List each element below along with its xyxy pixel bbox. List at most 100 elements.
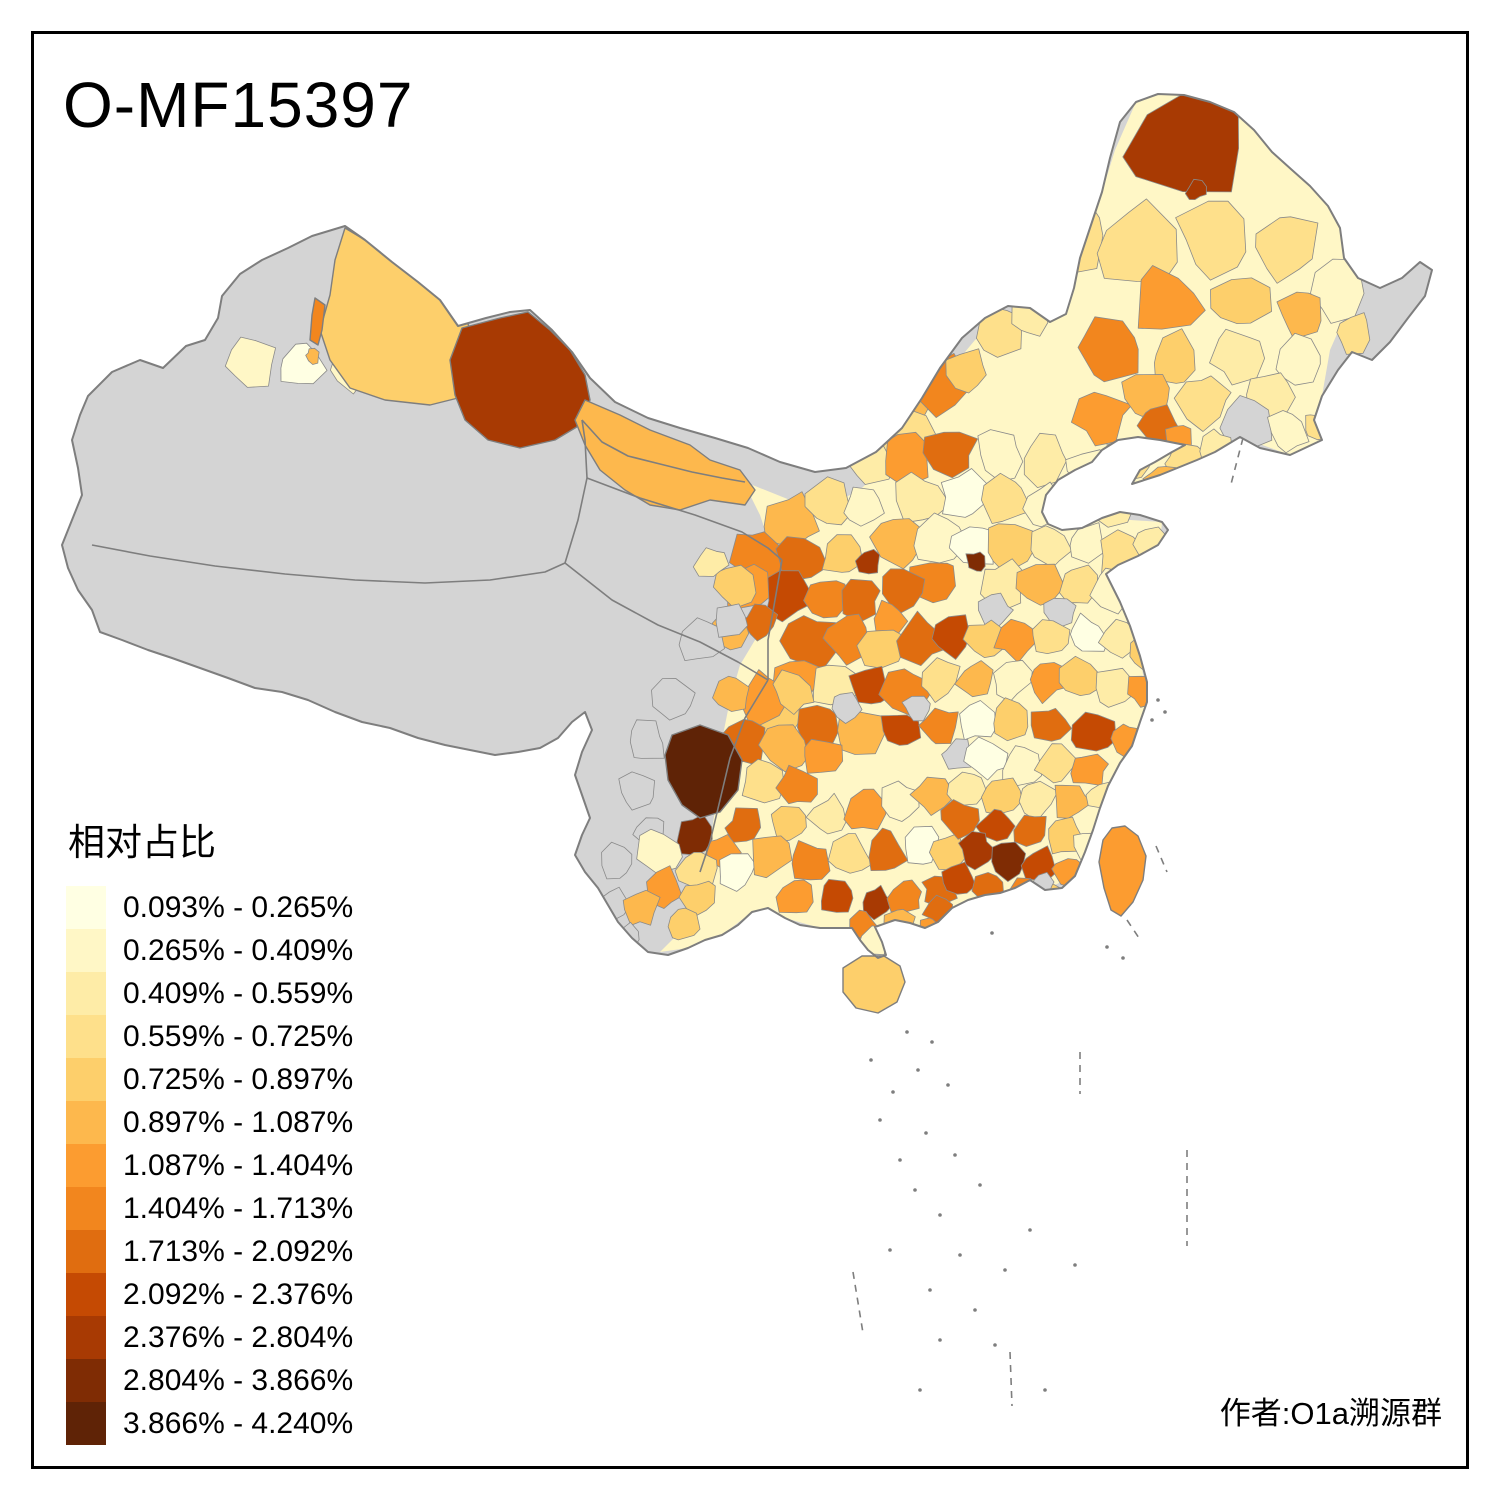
legend-item: 1.404% - 1.713% [66, 1187, 353, 1230]
legend-range-label: 0.897% - 1.087% [123, 1105, 354, 1139]
legend-swatch [66, 1015, 106, 1058]
sea-islet-dot [1163, 710, 1167, 714]
prefecture-region [909, 776, 954, 816]
legend-range-label: 2.376% - 2.804% [123, 1320, 354, 1354]
legend-range-label: 2.092% - 2.376% [123, 1277, 354, 1311]
prefecture-region [803, 580, 848, 619]
prefecture-region [692, 547, 730, 577]
prefecture-region [805, 792, 847, 835]
province-border [699, 679, 769, 873]
prefecture-region [963, 736, 1009, 781]
sea-dash-line [1126, 919, 1142, 942]
prefecture-region [959, 700, 996, 741]
prefecture-region [772, 669, 815, 715]
prefecture-region [1122, 588, 1165, 625]
prefecture-region [822, 613, 870, 666]
legend-swatch [66, 1144, 106, 1187]
prefecture-region [821, 879, 854, 913]
legend: 相对占比 0.093% - 0.265% 0.265% - 0.409% 0.409… [66, 812, 353, 1445]
legend-range-label: 1.713% - 2.092% [123, 1234, 354, 1268]
prefecture-region [954, 660, 994, 698]
prefecture-region [961, 899, 991, 934]
prefecture-region [1209, 328, 1265, 386]
prefecture-region [1002, 745, 1043, 787]
prefecture-region [882, 568, 926, 616]
prefecture-region [678, 880, 716, 917]
prefecture-region-no-data [601, 841, 633, 880]
legend-range-label: 0.093% - 0.265% [123, 890, 354, 924]
legend-range-label: 1.087% - 1.404% [123, 1148, 354, 1182]
sea-islet-dot [905, 1030, 909, 1034]
prefecture-region [881, 780, 920, 822]
sea-islet-dot [891, 1090, 895, 1094]
sea-islet-dot [1105, 945, 1109, 949]
prefecture-region [724, 807, 761, 843]
prefecture-region [855, 549, 880, 575]
prefecture-region [843, 788, 887, 831]
sea-islet-dot [973, 1308, 977, 1312]
hexi-corridor-region [574, 399, 756, 511]
prefecture-region [1276, 291, 1322, 340]
prefecture-region-no-data [651, 678, 696, 721]
sea-islet-dot [953, 1153, 957, 1157]
legend-range-label: 3.866% - 4.240% [123, 1406, 354, 1440]
prefecture-region [940, 799, 980, 840]
prefecture-region [1095, 667, 1136, 708]
sea-islet-dot [916, 1068, 920, 1072]
sea-dash-line [1155, 845, 1168, 873]
prefecture-region [868, 827, 909, 871]
legend-item: 2.804% - 3.866% [66, 1359, 353, 1402]
sea-islet-dot [898, 1158, 902, 1162]
prefecture-region-no-data [1219, 395, 1273, 451]
legend-swatch [66, 1402, 106, 1445]
prefecture-region [1071, 391, 1133, 447]
prefecture-region [804, 476, 852, 526]
legend-swatch [66, 1230, 106, 1273]
sea-islet-dot [869, 1058, 873, 1062]
sea-islet-dot [1073, 1263, 1077, 1267]
prefecture-region [796, 392, 859, 457]
prefecture-region [1058, 655, 1102, 696]
prefecture-region [1069, 522, 1109, 564]
legend-swatch [66, 1187, 106, 1230]
legend-swatch [66, 1101, 106, 1144]
prefecture-region [997, 902, 1024, 932]
legend-item: 3.866% - 4.240% [66, 1402, 353, 1445]
prefecture-region-no-data [901, 695, 931, 722]
map-title: O-MF15397 [63, 69, 414, 141]
author-attribution: 作者:O1a溯源群 [1219, 1396, 1442, 1431]
legend-range-label: 0.265% - 0.409% [123, 933, 354, 967]
sea-islet-dot [958, 1253, 962, 1257]
prefecture-region-no-data [618, 771, 655, 811]
legend-range-label: 1.404% - 1.713% [123, 1191, 354, 1225]
prefecture-region [1267, 410, 1310, 454]
sea-islet-dot [1003, 1268, 1007, 1272]
prefecture-region [941, 861, 977, 895]
prefecture-region-no-data [629, 719, 665, 759]
prefecture-region [1032, 619, 1071, 654]
sea-islet-dot [978, 1183, 982, 1187]
legend-item: 0.265% - 0.409% [66, 929, 353, 972]
prefecture-region [991, 841, 1026, 882]
prefecture-region [1059, 564, 1098, 604]
prefecture-region [1029, 662, 1069, 704]
prefecture-region [1255, 216, 1319, 284]
prefecture-region [921, 657, 961, 703]
sea-islet-dot [924, 1131, 928, 1135]
prefecture-region [1210, 277, 1272, 325]
prefecture-region [993, 659, 1033, 702]
prefecture-region [869, 518, 925, 570]
sea-islet-dot [1156, 698, 1160, 702]
prefecture-region [765, 570, 810, 623]
sea-dash-line [1009, 1351, 1013, 1407]
legend-item: 1.713% - 2.092% [66, 1230, 353, 1273]
province-border [581, 419, 746, 483]
prefecture-region [837, 711, 887, 755]
sea-islet-dot [1150, 718, 1154, 722]
prefecture-region [821, 534, 864, 573]
prefecture-region [827, 833, 873, 874]
prefecture-region [775, 879, 814, 914]
sea-dash-line [1229, 437, 1244, 489]
sea-islet-dot [913, 1188, 917, 1192]
